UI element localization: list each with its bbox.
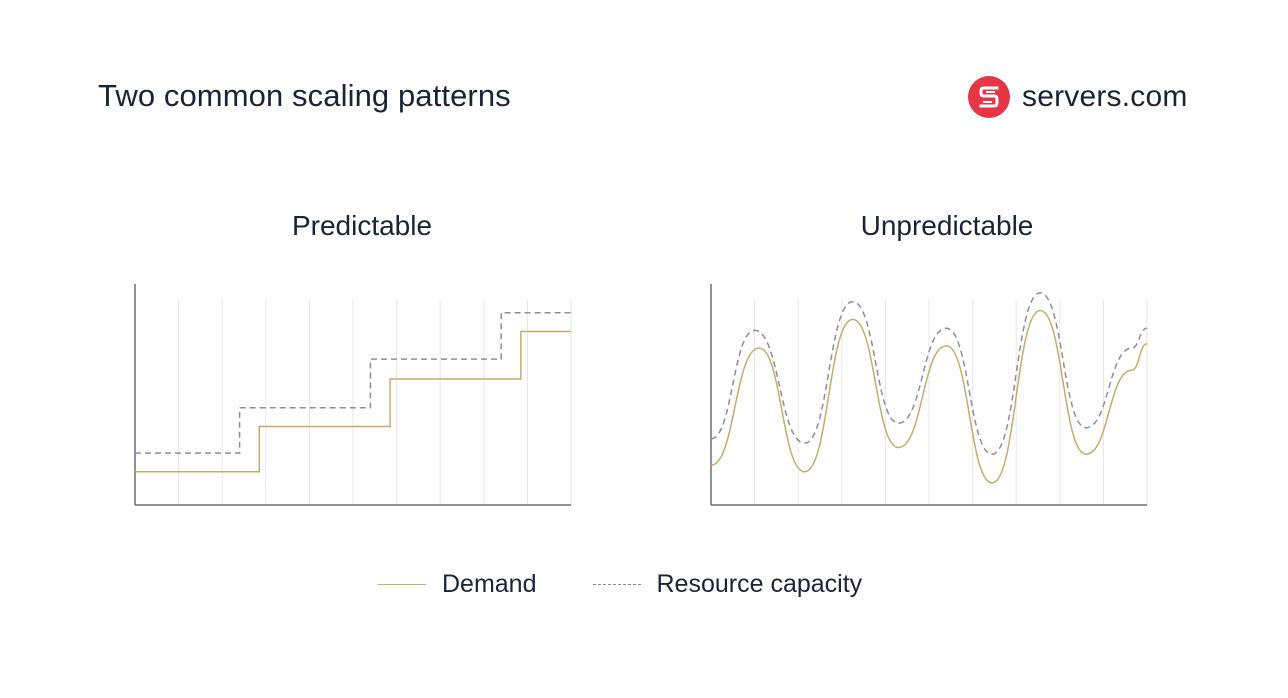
chart-title-predictable: Predictable bbox=[291, 210, 433, 241]
chart-unpredictable bbox=[710, 284, 1148, 506]
unpredictable-series-demand-line bbox=[710, 309, 1148, 484]
predictable-series-capacity-line bbox=[135, 311, 571, 454]
legend-swatch-demand bbox=[378, 584, 426, 585]
page-title: Two common scaling patterns bbox=[98, 78, 511, 113]
predictable-series-demand-line bbox=[135, 330, 571, 473]
brand-logo[interactable]: servers.com bbox=[968, 76, 1188, 118]
legend-swatch-capacity bbox=[592, 584, 641, 585]
legend-label-capacity: Resource capacity bbox=[656, 570, 863, 598]
chart-title-unpredictable: Unpredictable bbox=[860, 210, 1034, 241]
legend-label-demand: Demand bbox=[442, 570, 537, 598]
legend-item-demand: Demand bbox=[378, 570, 537, 599]
servers-logo-icon bbox=[968, 76, 1010, 118]
unpredictable-series-capacity-line bbox=[710, 292, 1148, 455]
chart-predictable bbox=[134, 284, 572, 506]
legend-item-capacity: Resource capacity bbox=[592, 570, 863, 599]
logo-text: servers.com bbox=[1022, 80, 1188, 113]
legend: Demand Resource capacity bbox=[378, 570, 862, 599]
